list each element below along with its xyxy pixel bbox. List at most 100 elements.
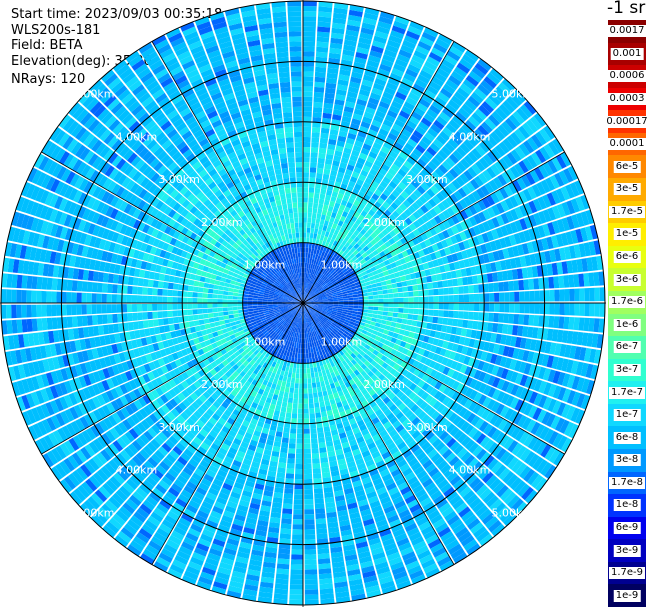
range-gate-cell	[315, 276, 320, 282]
range-gate-cell	[378, 307, 384, 311]
range-gate-cell	[373, 82, 385, 91]
range-gate-cell	[321, 209, 328, 216]
range-gate-cell	[315, 51, 328, 58]
range-gate-cell	[483, 76, 497, 89]
range-gate-cell	[474, 303, 480, 312]
range-gate-cell	[468, 257, 476, 267]
range-gate-cell	[579, 288, 585, 302]
range-gate-cell	[328, 283, 334, 288]
range-gate-cell	[477, 321, 484, 331]
range-gate-cell	[538, 277, 545, 290]
range-gate-cell	[480, 243, 488, 254]
range-gate-cell	[340, 258, 346, 264]
range-gate-cell	[579, 303, 585, 316]
range-gate-cell	[459, 209, 469, 220]
range-gate-cell	[371, 205, 379, 213]
range-gate-cell	[319, 267, 323, 273]
range-gate-cell	[373, 242, 380, 250]
range-gate-cell	[362, 309, 369, 313]
range-gate-cell	[312, 269, 316, 275]
range-gate-cell	[412, 229, 421, 237]
range-gate-cell	[519, 303, 525, 314]
range-gate-cell	[458, 294, 465, 302]
range-gate-cell	[388, 193, 397, 202]
range-gate-cell	[327, 282, 333, 287]
range-gate-cell	[358, 276, 364, 281]
range-gate-cell	[315, 376, 320, 383]
range-gate-cell	[322, 275, 327, 281]
range-gate-cell	[313, 392, 318, 398]
range-gate-cell	[303, 298, 305, 303]
range-gate-cell	[309, 291, 314, 296]
range-gate-cell	[320, 245, 325, 252]
range-gate-cell	[338, 130, 348, 138]
range-gate-cell	[379, 11, 395, 20]
range-gate-cell	[437, 91, 450, 103]
range-gate-cell	[309, 291, 313, 296]
range-gate-cell	[502, 155, 514, 168]
range-gate-cell	[312, 299, 318, 302]
range-gate-cell	[475, 265, 482, 275]
range-gate-cell	[320, 274, 325, 280]
range-gate-cell	[408, 291, 414, 297]
range-gate-cell	[335, 242, 341, 248]
range-gate-cell	[453, 190, 463, 201]
range-gate-cell	[416, 102, 428, 113]
range-gate-cell	[544, 250, 552, 263]
range-gate-cell	[417, 226, 425, 235]
range-gate-cell	[467, 166, 478, 178]
range-gate-cell	[311, 438, 318, 444]
range-gate-cell	[312, 253, 316, 260]
range-gate-cell	[333, 265, 339, 271]
range-gate-cell	[358, 303, 364, 306]
range-gate-cell	[473, 284, 479, 293]
range-gate-cell	[403, 303, 409, 308]
range-gate-cell	[317, 285, 322, 290]
range-gate-cell	[401, 281, 408, 287]
range-gate-cell	[320, 291, 326, 295]
range-gate-cell	[533, 278, 540, 290]
range-gate-cell	[296, 363, 300, 369]
range-gate-cell	[391, 283, 398, 289]
range-gate-cell	[472, 320, 479, 330]
range-gate-cell	[376, 246, 383, 254]
range-gate-cell	[442, 219, 451, 229]
range-gate-cell	[456, 146, 467, 158]
range-gate-cell	[344, 282, 350, 287]
range-gate-cell	[332, 258, 338, 264]
range-gate-cell	[333, 229, 340, 236]
range-gate-cell	[278, 548, 291, 555]
range-gate-cell	[303, 31, 316, 37]
range-gate-cell	[303, 147, 311, 153]
range-gate-cell	[307, 257, 310, 264]
range-gate-cell	[419, 36, 434, 47]
range-gate-cell	[440, 87, 453, 99]
range-gate-cell	[589, 224, 598, 240]
range-gate-cell	[310, 269, 314, 275]
range-gate-cell	[346, 287, 352, 291]
range-gate-cell	[509, 291, 515, 302]
range-gate-cell	[369, 216, 377, 224]
range-gate-cell	[360, 27, 375, 36]
range-gate-cell	[406, 156, 417, 166]
range-gate-cell	[295, 468, 303, 475]
range-gate-cell	[412, 148, 423, 158]
range-gate-cell	[563, 316, 570, 330]
range-gate-cell	[543, 144, 555, 158]
range-gate-cell	[561, 202, 571, 216]
range-gate-cell	[438, 310, 444, 317]
range-gate-cell	[321, 282, 327, 287]
range-gate-cell	[339, 226, 346, 233]
range-gate-cell	[477, 83, 491, 97]
range-gate-cell	[361, 286, 367, 291]
range-gate-cell	[346, 265, 352, 271]
range-gate-cell	[320, 380, 326, 387]
range-gate-cell	[543, 277, 550, 289]
range-gate-cell	[385, 44, 399, 54]
range-gate-cell	[342, 307, 349, 310]
range-gate-cell	[347, 259, 354, 265]
range-gate-cell	[465, 75, 479, 87]
range-gate-cell	[516, 177, 527, 190]
range-gate-cell	[453, 261, 461, 270]
range-gate-cell	[324, 97, 334, 104]
